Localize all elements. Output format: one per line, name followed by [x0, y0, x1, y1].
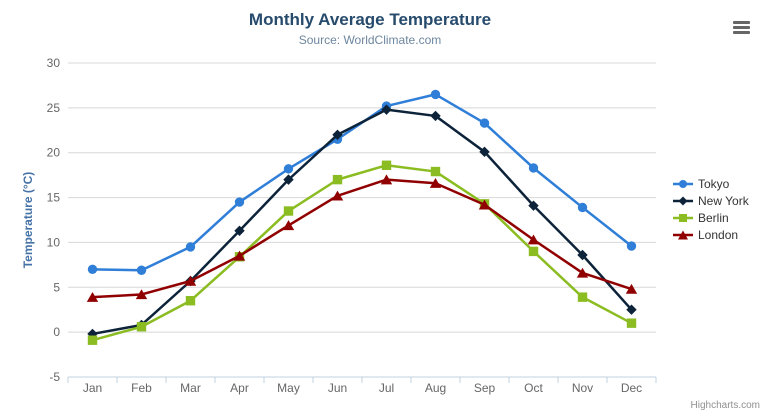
- marker-berlin-jul[interactable]: [381, 160, 392, 170]
- marker-london-apr[interactable]: [233, 250, 246, 261]
- marker-berlin-feb[interactable]: [136, 322, 147, 332]
- marker-berlin-mar[interactable]: [185, 296, 196, 306]
- legend-marker-tokyo-icon: [673, 180, 693, 188]
- marker-london-jul[interactable]: [380, 174, 393, 185]
- y-axis-tick-label: 15: [47, 191, 61, 205]
- marker-tokyo-jan[interactable]: [87, 264, 98, 275]
- series-berlin-line: [91, 164, 633, 342]
- marker-berlin-oct[interactable]: [528, 246, 539, 257]
- y-axis-tick-label: 25: [47, 101, 61, 115]
- marker-london-sep[interactable]: [478, 199, 491, 210]
- legend-item-berlin[interactable]: Berlin: [673, 212, 749, 224]
- chart-title: Monthly Average Temperature: [248, 10, 492, 29]
- x-axis-tick-label: Jan: [83, 381, 102, 395]
- y-axis-tick-label: 10: [47, 235, 61, 249]
- legend-item-new-york[interactable]: New York: [673, 195, 749, 207]
- marker-london-jan[interactable]: [86, 291, 99, 302]
- marker-tokyo-nov[interactable]: [577, 202, 588, 213]
- legend-label-berlin: Berlin: [698, 211, 729, 225]
- marker-tokyo-aug[interactable]: [430, 89, 441, 100]
- legend: Tokyo New York Berlin London: [673, 178, 749, 241]
- marker-tokyo-may[interactable]: [283, 164, 294, 174]
- x-axis-tick-label: Apr: [230, 381, 249, 395]
- legend-label-new-york: New York: [698, 194, 749, 208]
- legend-marker-london-icon: [673, 230, 693, 240]
- hamburger-icon: [733, 31, 750, 34]
- marker-london-may[interactable]: [282, 220, 295, 231]
- hamburger-icon: [733, 26, 750, 29]
- legend-label-tokyo: Tokyo: [698, 177, 730, 191]
- marker-tokyo-dec[interactable]: [626, 241, 637, 251]
- marker-london-mar[interactable]: [184, 275, 197, 286]
- legend-item-tokyo[interactable]: Tokyo: [673, 178, 749, 190]
- series-london-line: [91, 178, 633, 299]
- x-axis-tick-label: May: [277, 381, 300, 395]
- marker-berlin-jun[interactable]: [332, 174, 343, 185]
- marker-tokyo-feb[interactable]: [136, 265, 147, 275]
- series-tokyo-line: [91, 93, 633, 272]
- x-axis-tick-label: Feb: [131, 381, 152, 395]
- marker-london-oct[interactable]: [527, 234, 540, 245]
- marker-new-york-jul[interactable]: [381, 104, 392, 115]
- x-axis-tick-label: Aug: [425, 381, 446, 395]
- marker-tokyo-oct[interactable]: [528, 163, 539, 173]
- marker-berlin-aug[interactable]: [430, 166, 441, 177]
- y-axis-tick-label: 20: [47, 146, 61, 160]
- legend-label-london: London: [698, 228, 739, 242]
- marker-berlin-nov[interactable]: [577, 292, 588, 302]
- marker-tokyo-sep[interactable]: [479, 118, 490, 128]
- marker-new-york-oct[interactable]: [528, 200, 539, 211]
- x-axis-tick-label: Oct: [524, 381, 543, 395]
- marker-new-york-apr[interactable]: [234, 225, 245, 236]
- marker-london-feb[interactable]: [135, 289, 148, 300]
- marker-tokyo-mar[interactable]: [185, 242, 196, 252]
- chart-subtitle: Source: WorldClimate.com: [298, 33, 442, 47]
- marker-new-york-sep[interactable]: [479, 146, 490, 158]
- marker-new-york-may[interactable]: [283, 174, 294, 185]
- y-axis-tick-label: 5: [53, 280, 60, 294]
- x-axis-tick-label: Jun: [328, 381, 347, 395]
- marker-new-york-dec[interactable]: [626, 304, 637, 315]
- marker-berlin-jan[interactable]: [87, 335, 98, 345]
- series-new-york-line: [91, 108, 633, 336]
- export-menu-button[interactable]: [733, 21, 750, 36]
- y-axis-tick-label: 0: [53, 325, 60, 339]
- x-axis-tick-label: Nov: [572, 381, 593, 395]
- marker-new-york-jun[interactable]: [332, 129, 343, 140]
- x-axis-tick-label: Dec: [621, 381, 642, 395]
- marker-london-dec[interactable]: [625, 283, 638, 294]
- marker-london-aug[interactable]: [429, 178, 442, 188]
- marker-new-york-aug[interactable]: [430, 110, 441, 122]
- x-axis-tick-label: Jul: [379, 381, 394, 395]
- marker-berlin-dec[interactable]: [626, 318, 637, 328]
- y-axis-tick-label: 30: [47, 56, 61, 70]
- credits-link[interactable]: Highcharts.com: [690, 400, 760, 411]
- x-axis-tick-label: Sep: [474, 381, 496, 395]
- marker-london-jun[interactable]: [331, 190, 344, 201]
- hamburger-icon: [733, 21, 750, 24]
- legend-marker-berlin-icon: [673, 214, 693, 222]
- marker-london-nov[interactable]: [576, 267, 589, 278]
- legend-item-london[interactable]: London: [673, 229, 749, 241]
- marker-tokyo-apr[interactable]: [234, 197, 245, 207]
- marker-berlin-may[interactable]: [283, 206, 294, 216]
- x-axis-tick-label: Mar: [180, 381, 201, 395]
- legend-marker-new-york-icon: [673, 196, 693, 206]
- y-axis-tick-label: -5: [49, 370, 60, 384]
- marker-new-york-nov[interactable]: [577, 249, 588, 261]
